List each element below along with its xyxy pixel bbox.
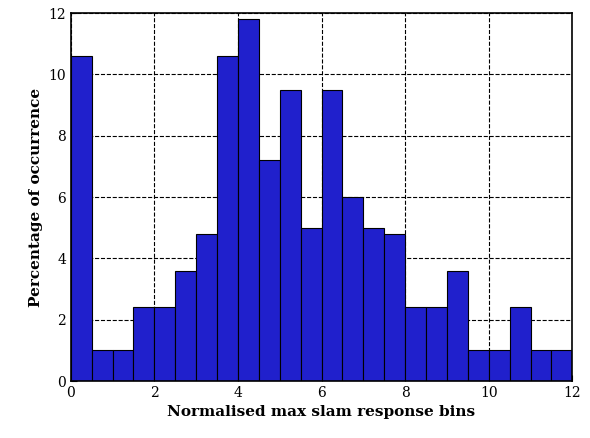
Bar [489, 350, 510, 381]
Bar [363, 228, 384, 381]
Bar [510, 307, 530, 381]
Bar [280, 90, 301, 381]
Bar [426, 307, 447, 381]
Bar [447, 271, 468, 381]
Bar [196, 234, 217, 381]
Bar [552, 350, 572, 381]
Bar [384, 234, 405, 381]
Bar [322, 90, 342, 381]
Bar [133, 307, 155, 381]
Bar [175, 271, 196, 381]
Bar [113, 350, 133, 381]
Bar [71, 56, 91, 381]
Bar [238, 19, 259, 381]
Bar [217, 56, 238, 381]
Bar [530, 350, 552, 381]
Bar [405, 307, 426, 381]
Bar [155, 307, 175, 381]
Bar [91, 350, 113, 381]
Bar [468, 350, 489, 381]
Bar [301, 228, 322, 381]
Bar [342, 197, 363, 381]
X-axis label: Normalised max slam response bins: Normalised max slam response bins [168, 406, 476, 420]
Bar [259, 160, 280, 381]
Y-axis label: Percentage of occurrence: Percentage of occurrence [29, 88, 42, 307]
